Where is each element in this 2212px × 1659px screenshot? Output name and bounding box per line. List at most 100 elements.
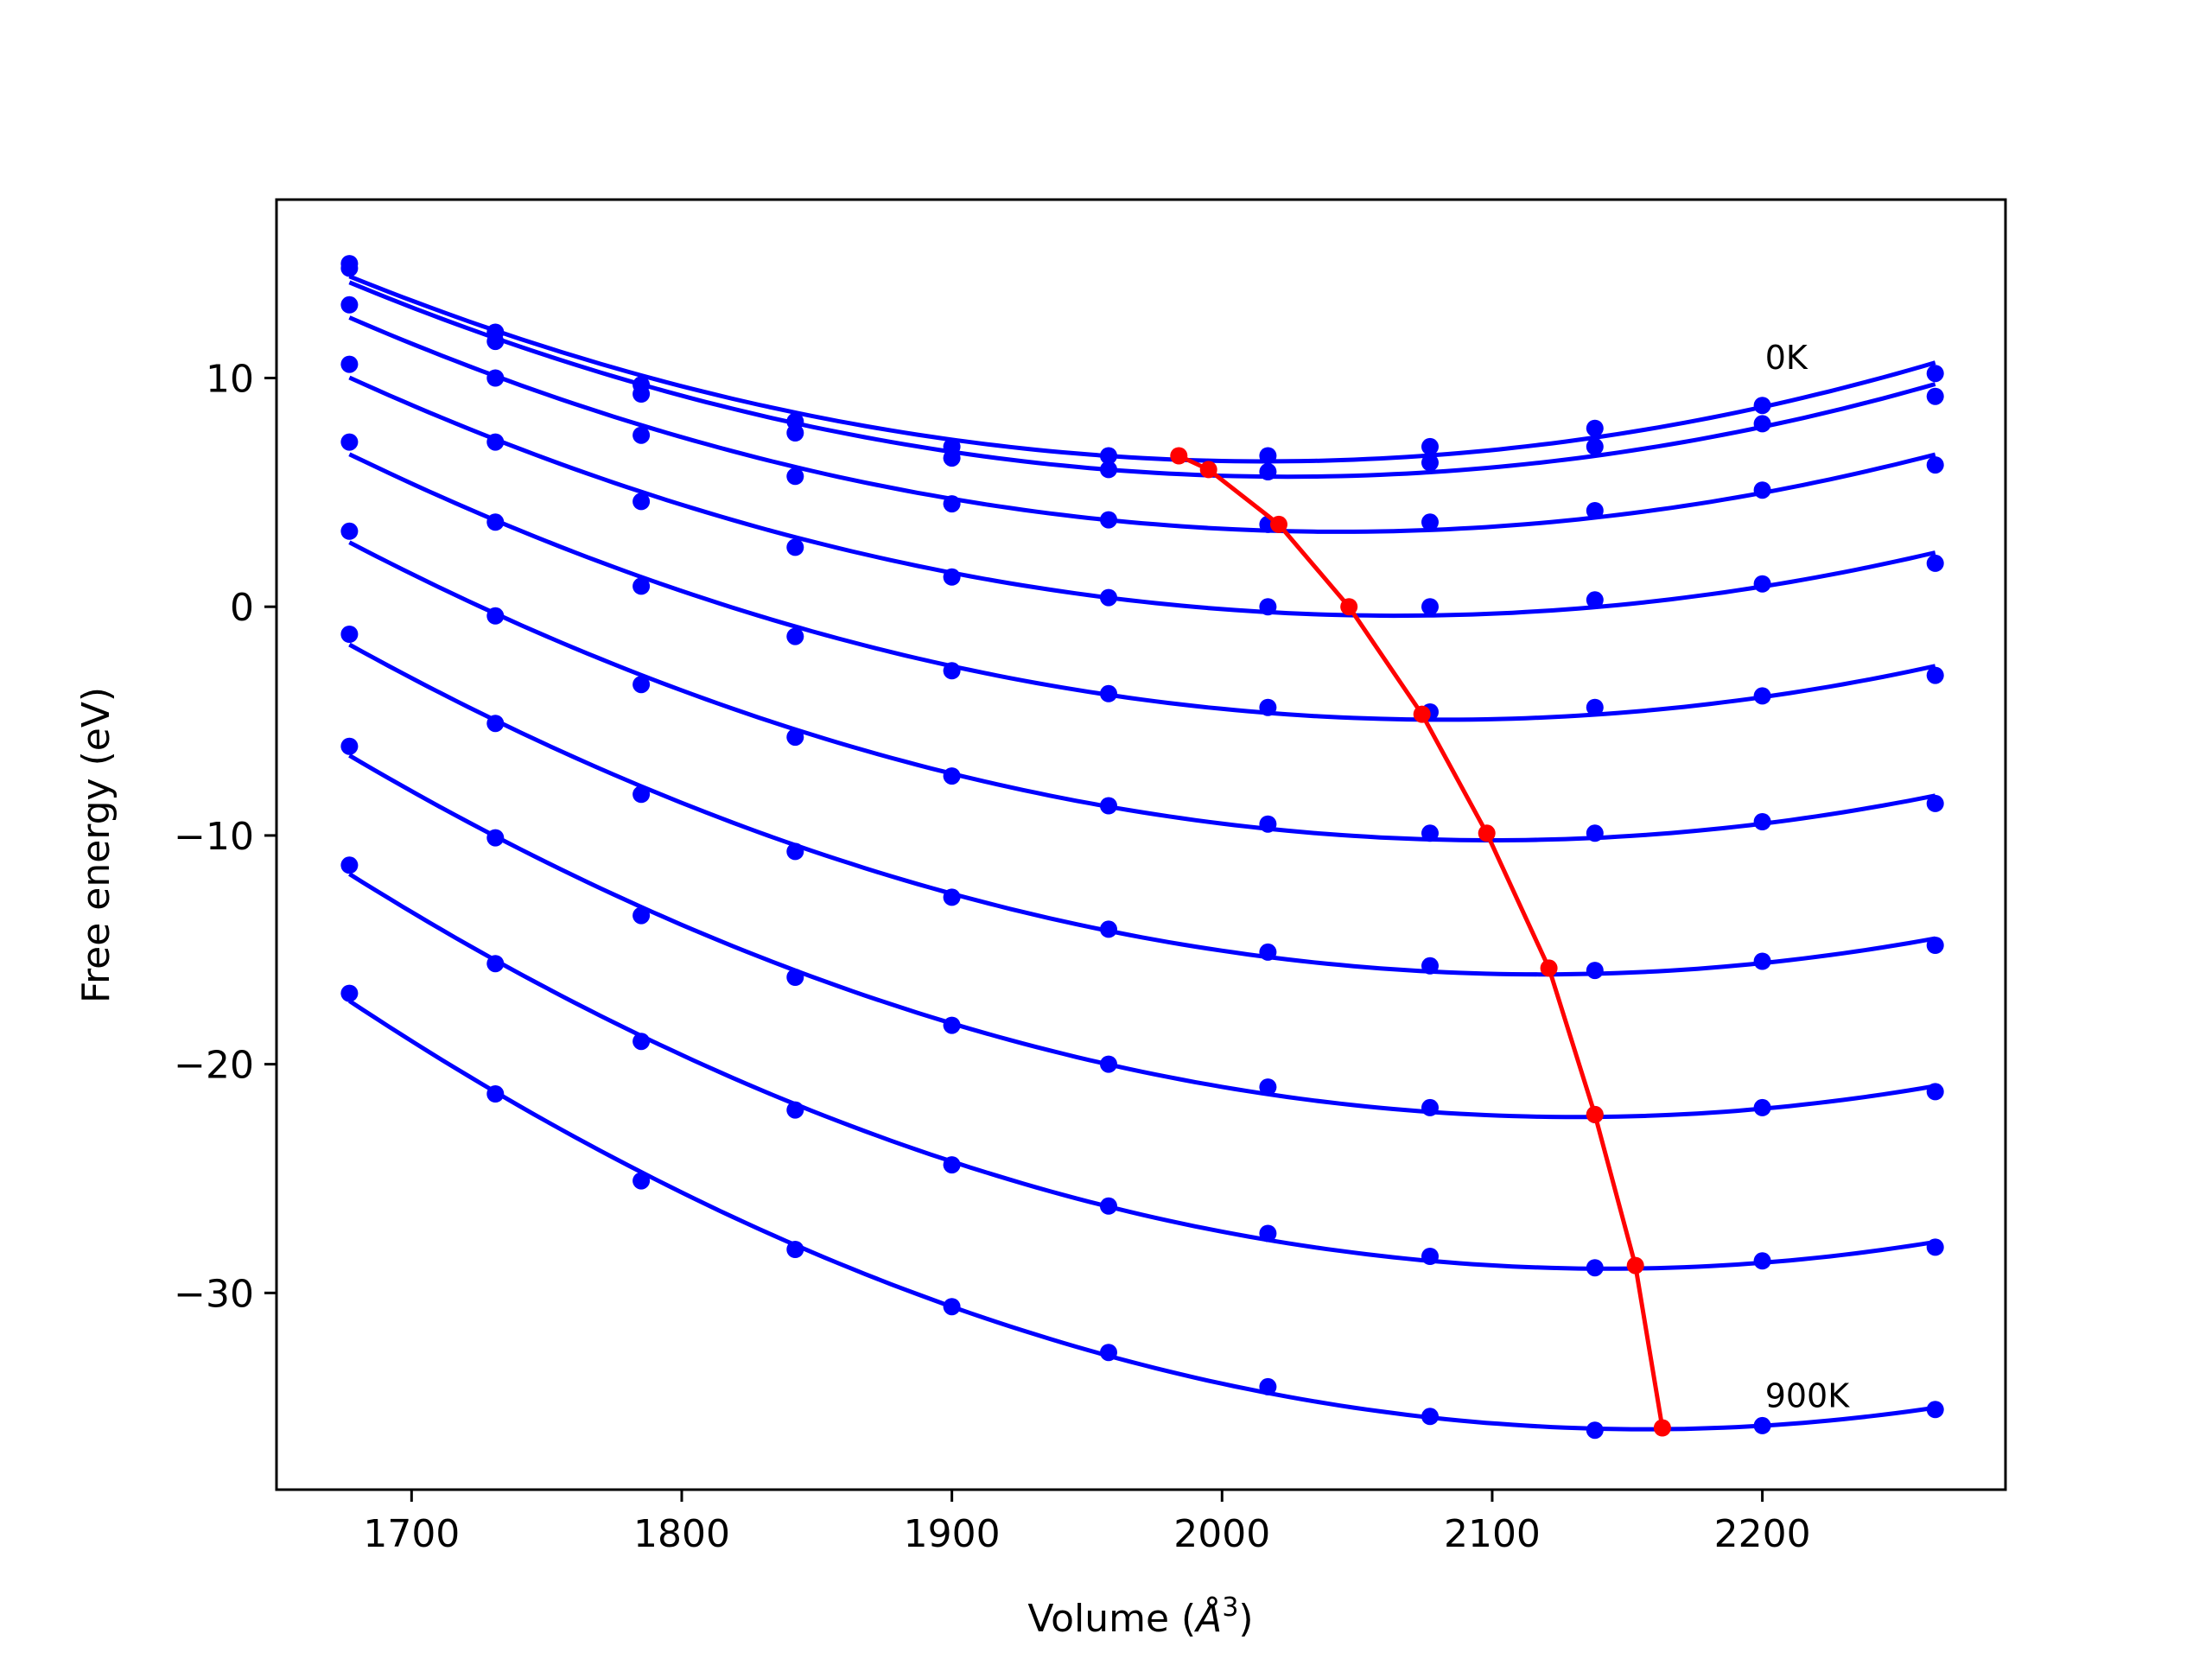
x-tick-label-1900: 1900 bbox=[904, 1512, 1001, 1556]
minimum-point-3 bbox=[1340, 598, 1358, 616]
data-point-100K-0 bbox=[340, 259, 359, 277]
fit-curve-100K bbox=[348, 280, 1936, 480]
data-point-0K-6 bbox=[1259, 447, 1277, 465]
fit-curve-0K bbox=[348, 274, 1936, 464]
x-tick-label-1700: 1700 bbox=[363, 1512, 460, 1556]
data-point-400K-4 bbox=[943, 662, 961, 680]
data-point-400K-1 bbox=[486, 513, 505, 531]
data-point-900K-8 bbox=[1586, 1421, 1604, 1440]
minimum-path-line bbox=[1178, 454, 1665, 1428]
data-point-0K-10 bbox=[1926, 365, 1944, 383]
data-point-700K-7 bbox=[1421, 1098, 1439, 1116]
minimum-point-9 bbox=[1653, 1419, 1671, 1437]
data-point-200K-0 bbox=[340, 296, 359, 314]
fit-curve-700K bbox=[348, 753, 1936, 1120]
minimum-point-2 bbox=[1270, 515, 1287, 533]
data-point-700K-3 bbox=[786, 969, 804, 986]
data-point-300K-7 bbox=[1421, 598, 1439, 616]
data-point-500K-7 bbox=[1421, 824, 1439, 842]
data-point-300K-10 bbox=[1926, 554, 1944, 572]
fit-curve-600K bbox=[348, 642, 1936, 977]
data-point-400K-8 bbox=[1586, 698, 1604, 716]
data-point-900K-6 bbox=[1259, 1377, 1277, 1395]
data-point-100K-5 bbox=[1100, 461, 1117, 479]
data-point-400K-3 bbox=[786, 627, 804, 645]
data-point-700K-5 bbox=[1100, 1055, 1117, 1073]
data-point-900K-5 bbox=[1100, 1344, 1117, 1362]
data-point-900K-3 bbox=[786, 1241, 804, 1258]
data-point-800K-0 bbox=[340, 856, 359, 874]
data-point-800K-1 bbox=[486, 955, 505, 973]
data-point-300K-3 bbox=[786, 538, 804, 556]
data-point-600K-5 bbox=[1100, 920, 1117, 938]
data-point-600K-7 bbox=[1421, 957, 1439, 975]
data-point-100K-10 bbox=[1926, 387, 1944, 405]
data-point-200K-5 bbox=[1100, 511, 1117, 529]
data-point-300K-1 bbox=[486, 433, 505, 451]
minimum-path-layer bbox=[1170, 447, 1671, 1437]
fit-curve-800K bbox=[348, 872, 1936, 1271]
x-axis-label: Volume (Å3) bbox=[1027, 1592, 1253, 1641]
data-point-400K-2 bbox=[632, 577, 651, 595]
y-tick-label--30: −30 bbox=[174, 1272, 254, 1316]
data-point-100K-2 bbox=[632, 385, 651, 403]
minimum-point-8 bbox=[1626, 1256, 1644, 1274]
data-point-200K-1 bbox=[486, 369, 505, 387]
data-point-500K-10 bbox=[1926, 794, 1944, 812]
data-point-300K-9 bbox=[1753, 575, 1771, 593]
data-point-900K-2 bbox=[632, 1172, 651, 1190]
data-point-700K-9 bbox=[1753, 1098, 1771, 1116]
data-point-900K-0 bbox=[340, 984, 359, 1002]
data-point-900K-1 bbox=[486, 1085, 505, 1103]
data-point-300K-0 bbox=[340, 355, 359, 373]
data-point-900K-7 bbox=[1421, 1408, 1439, 1426]
data-point-300K-4 bbox=[943, 568, 961, 586]
data-point-500K-0 bbox=[340, 522, 359, 540]
minimum-point-6 bbox=[1540, 959, 1558, 977]
data-point-600K-9 bbox=[1753, 952, 1771, 970]
data-point-300K-5 bbox=[1100, 588, 1117, 607]
x-tick-label-2100: 2100 bbox=[1444, 1512, 1541, 1556]
data-point-200K-3 bbox=[786, 467, 804, 486]
x-tick-label-1800: 1800 bbox=[633, 1512, 730, 1556]
data-point-100K-7 bbox=[1421, 454, 1439, 472]
data-point-100K-8 bbox=[1586, 437, 1604, 455]
data-point-900K-4 bbox=[943, 1298, 961, 1316]
x-axis: 1700 1800 1900 2000 2100 2200 bbox=[363, 1490, 1811, 1556]
data-point-200K-9 bbox=[1753, 481, 1771, 499]
y-tick-label--10: −10 bbox=[174, 815, 254, 859]
data-point-0K-7 bbox=[1421, 437, 1439, 455]
data-point-300K-6 bbox=[1259, 598, 1277, 616]
data-point-700K-2 bbox=[632, 906, 651, 925]
data-point-100K-3 bbox=[786, 424, 804, 442]
data-point-600K-0 bbox=[340, 626, 359, 643]
data-point-200K-2 bbox=[632, 426, 651, 444]
data-point-800K-9 bbox=[1753, 1252, 1771, 1270]
data-point-700K-6 bbox=[1259, 1078, 1277, 1096]
data-point-800K-2 bbox=[632, 1033, 651, 1051]
data-point-0K-5 bbox=[1100, 447, 1117, 465]
annotation-900k: 900K bbox=[1765, 1377, 1851, 1415]
data-point-600K-8 bbox=[1586, 962, 1604, 980]
fit-curve-500K bbox=[348, 540, 1936, 842]
data-point-200K-8 bbox=[1586, 502, 1604, 519]
data-point-800K-4 bbox=[943, 1156, 961, 1174]
data-point-500K-8 bbox=[1586, 824, 1604, 842]
data-point-700K-4 bbox=[943, 1016, 961, 1034]
fit-curve-200K bbox=[348, 315, 1936, 534]
data-point-500K-6 bbox=[1259, 815, 1277, 833]
data-point-200K-10 bbox=[1926, 456, 1944, 474]
minimum-point-0 bbox=[1170, 447, 1188, 465]
data-point-0K-8 bbox=[1586, 419, 1604, 437]
minimum-point-4 bbox=[1413, 705, 1431, 723]
data-point-400K-10 bbox=[1926, 666, 1944, 684]
data-point-600K-1 bbox=[486, 715, 505, 733]
y-axis: 10 0 −10 −20 −30 bbox=[174, 357, 276, 1316]
point-layer bbox=[340, 255, 1944, 1440]
data-point-700K-0 bbox=[340, 737, 359, 755]
y-tick-label-0: 0 bbox=[230, 586, 254, 630]
minimum-point-5 bbox=[1478, 824, 1496, 842]
data-point-400K-6 bbox=[1259, 698, 1277, 716]
data-point-100K-4 bbox=[943, 449, 961, 467]
